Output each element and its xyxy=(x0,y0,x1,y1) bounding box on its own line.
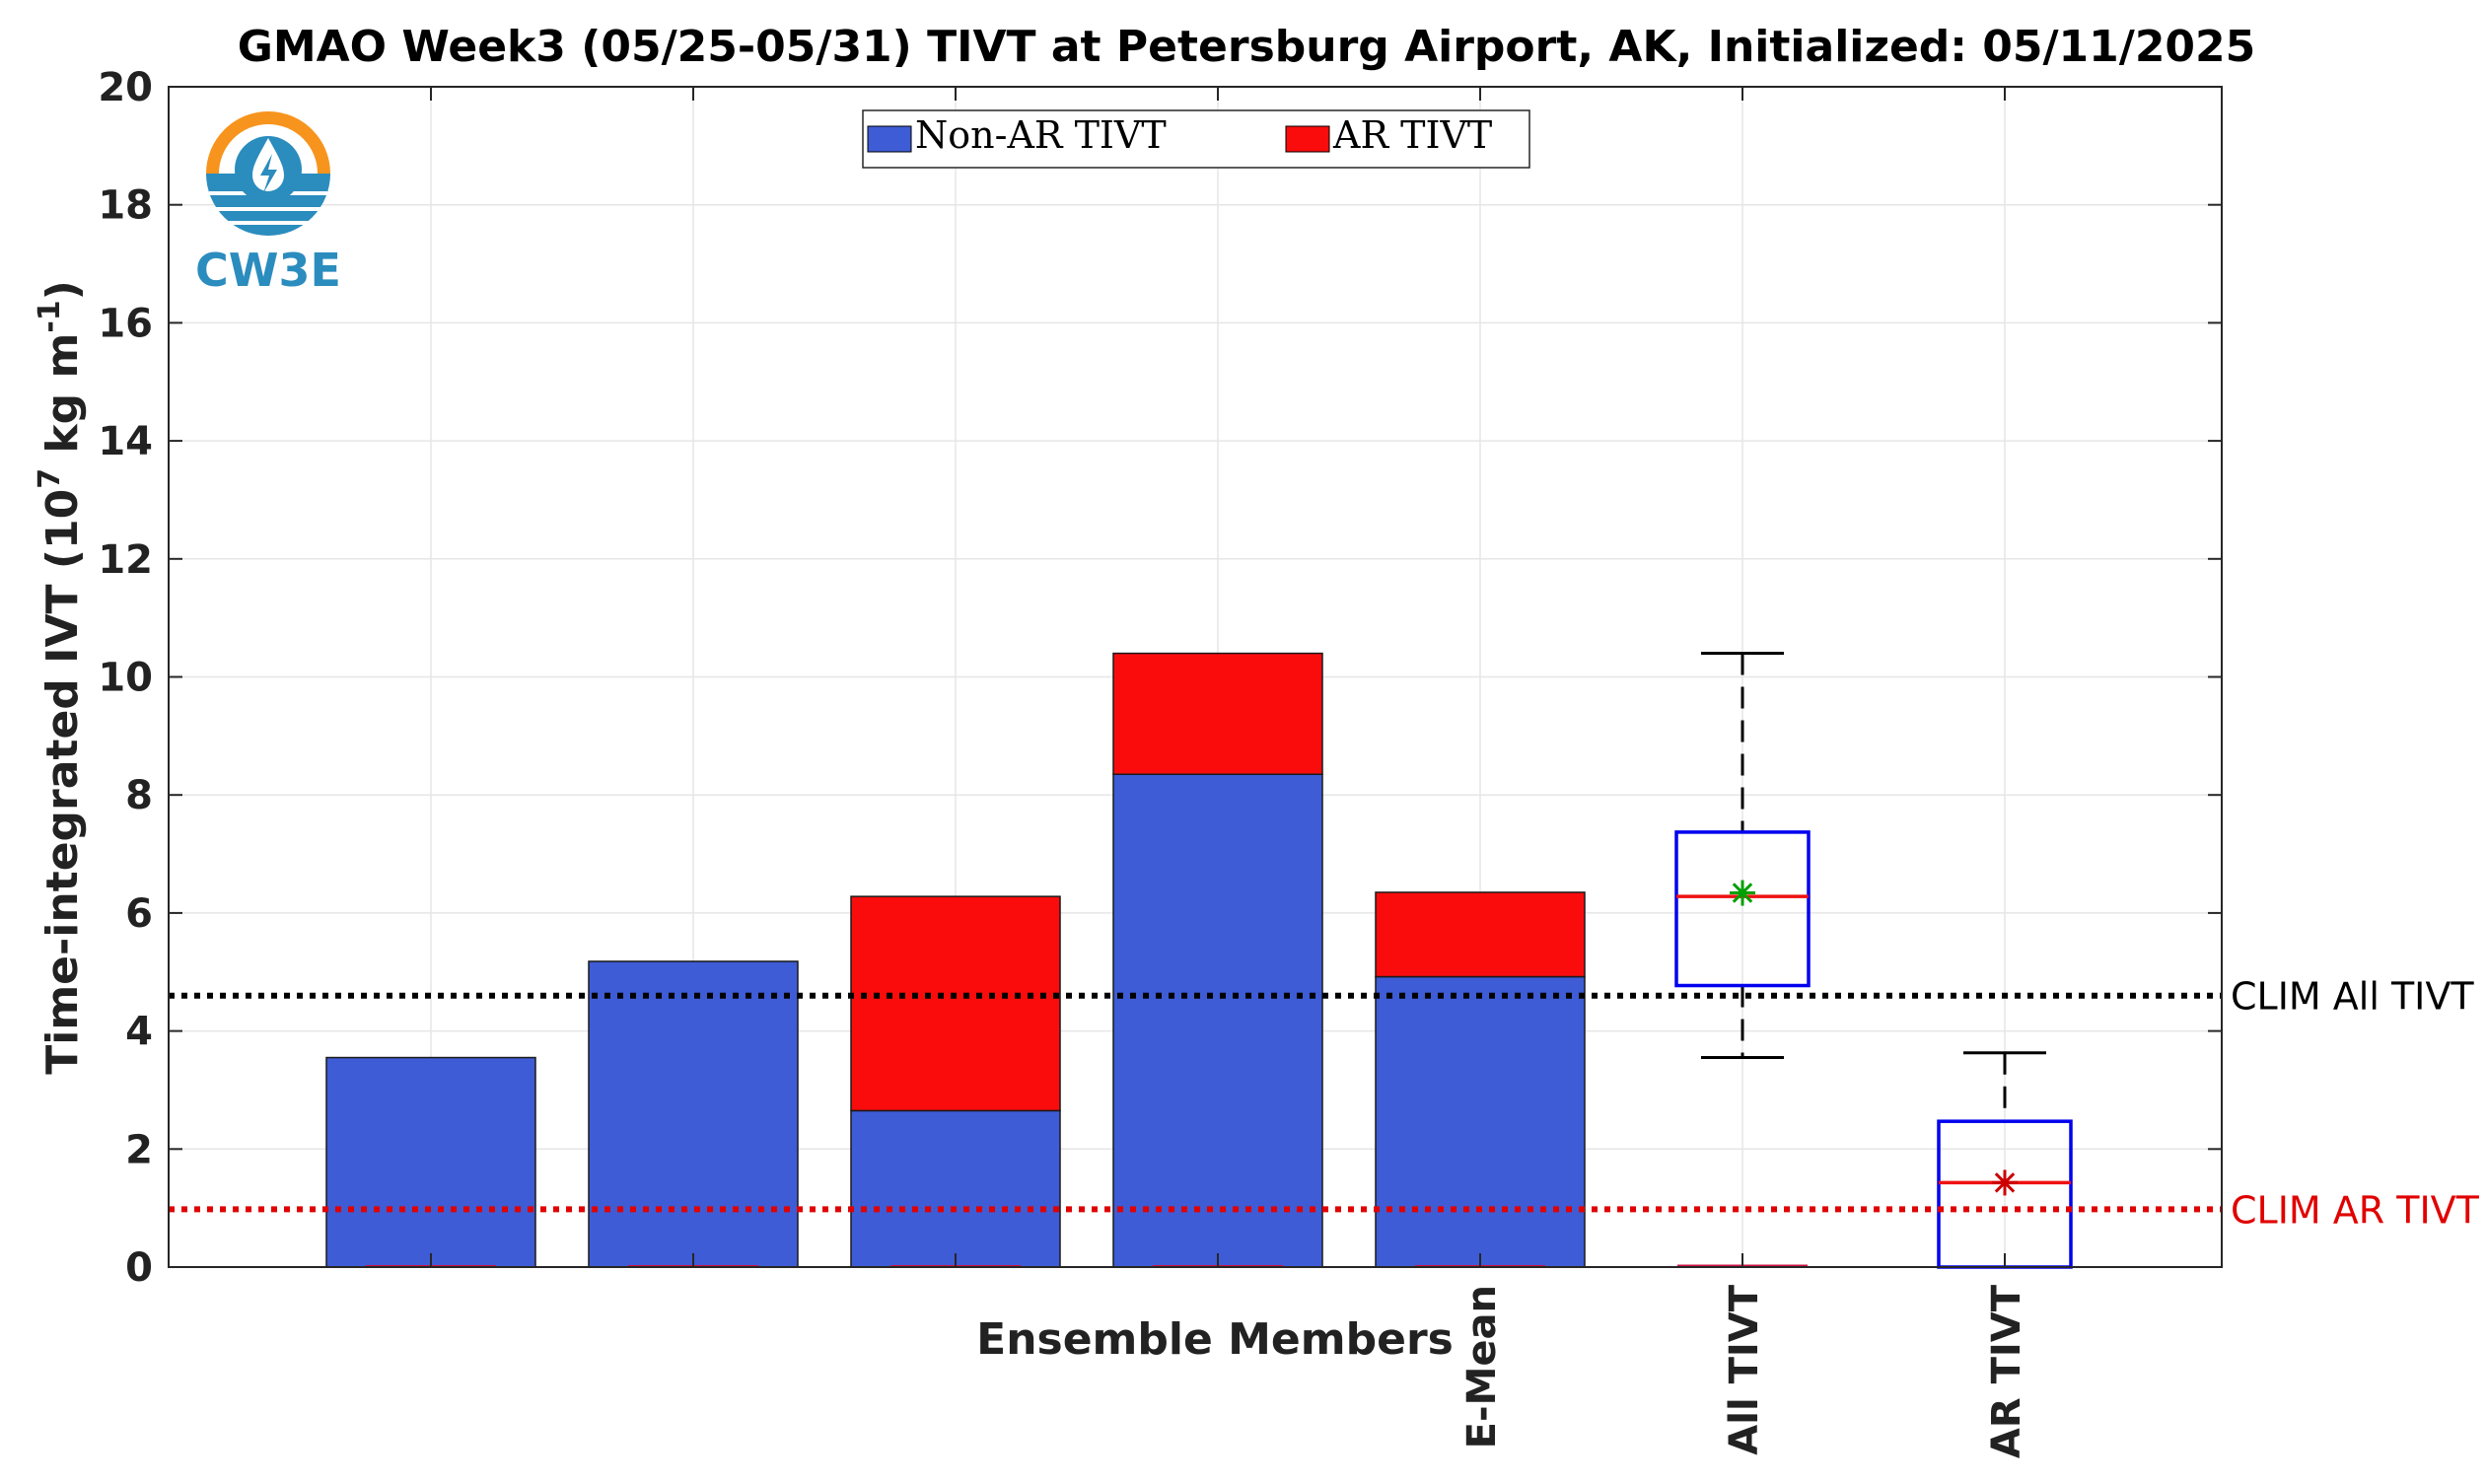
y-tick-label: 20 xyxy=(98,65,153,110)
reference-line-label: CLIM AR TIVT xyxy=(2231,1188,2480,1232)
y-tick-label: 0 xyxy=(125,1245,153,1291)
legend: Non-AR TIVT AR TIVT xyxy=(862,109,1530,169)
y-tick-label: 4 xyxy=(125,1010,153,1055)
boxplot-mean-marker xyxy=(1730,880,1755,906)
y-tick-label: 10 xyxy=(98,656,153,701)
reference-line-label: CLIM All TIVT xyxy=(2231,975,2474,1019)
bar-non-ar xyxy=(588,960,799,1268)
bar-non-ar xyxy=(850,1109,1061,1268)
bar-ar xyxy=(850,895,1061,1112)
y-axis-label-exponent-2: -1 xyxy=(33,300,67,332)
bar-non-ar xyxy=(1112,773,1323,1268)
y-tick-labels: 0 2 4 6 8 10 12 14 16 18 20 xyxy=(98,65,153,1291)
boxplot-box xyxy=(1674,830,1811,988)
chart-title: GMAO Week3 (05/25-05/31) TIVT at Petersb… xyxy=(238,22,2256,72)
y-tick-label: 14 xyxy=(98,419,153,464)
legend-label-non-ar: Non-AR TIVT xyxy=(915,113,1167,157)
legend-swatch-ar xyxy=(1285,125,1330,153)
boxplot-mean-marker xyxy=(1992,1169,2018,1196)
x-tick-label: E-Mean xyxy=(1459,1285,1505,1449)
legend-box xyxy=(862,109,1530,169)
bar-non-ar xyxy=(325,1056,536,1268)
y-tick-label: 18 xyxy=(98,183,153,229)
legend-label-ar: AR TIVT xyxy=(1332,113,1492,157)
x-tick-label: All TIVT xyxy=(1722,1284,1767,1454)
mean-marker-stroke xyxy=(1732,883,1753,903)
x-axis-label: Ensemble Members xyxy=(976,1314,1454,1365)
mean-marker-stroke xyxy=(1994,1172,2016,1193)
y-axis-label: Time-integrated IVT (107 kg m-1) xyxy=(33,280,88,1075)
bar-layer xyxy=(325,652,1586,1268)
y-tick-label: 16 xyxy=(98,301,153,346)
bar-non-ar xyxy=(1375,975,1586,1268)
y-axis-label-exponent: 7 xyxy=(33,468,67,489)
legend-swatch-non-ar xyxy=(867,125,912,153)
y-tick-label: 12 xyxy=(98,537,153,583)
bar-ar xyxy=(1375,891,1586,978)
x-tick-label: AR TIVT xyxy=(1984,1284,2029,1458)
y-tick-label: 2 xyxy=(125,1127,153,1172)
cw3e-logo: CW3E xyxy=(195,111,341,297)
y-tick-label: 8 xyxy=(125,773,153,818)
logo-text: CW3E xyxy=(195,244,341,297)
x-tick-labels: E-Mean All TIVT AR TIVT xyxy=(1459,1284,2029,1458)
reference-line-layer: CLIM All TIVT CLIM AR TIVT xyxy=(169,975,2480,1232)
logo-water-waves xyxy=(206,174,330,236)
y-tick-label: 6 xyxy=(125,891,153,937)
logo-bolt-icon xyxy=(260,154,277,193)
bar-ar xyxy=(1112,652,1323,776)
tick-layer xyxy=(169,86,2222,1268)
